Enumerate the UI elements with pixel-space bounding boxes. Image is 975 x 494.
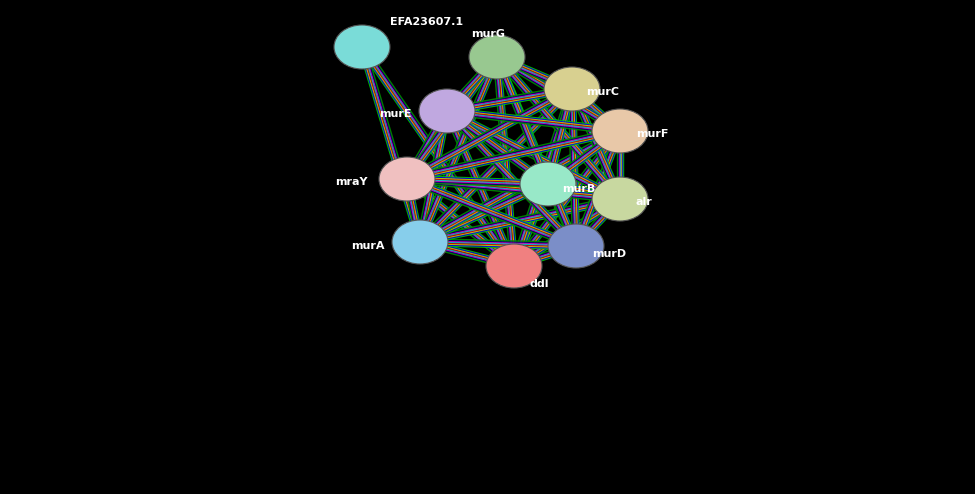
Ellipse shape: [548, 224, 604, 268]
Ellipse shape: [520, 162, 576, 206]
Ellipse shape: [486, 244, 542, 288]
Text: murC: murC: [586, 87, 619, 97]
Text: murE: murE: [379, 109, 412, 119]
Text: murF: murF: [636, 129, 669, 139]
Ellipse shape: [379, 157, 435, 201]
Text: EFA23607.1: EFA23607.1: [390, 17, 463, 27]
Text: ddl: ddl: [530, 279, 550, 289]
Text: alr: alr: [636, 197, 652, 207]
Ellipse shape: [469, 35, 525, 79]
Text: mraY: mraY: [335, 177, 368, 187]
Ellipse shape: [334, 25, 390, 69]
Ellipse shape: [592, 177, 648, 221]
Ellipse shape: [419, 89, 475, 133]
Text: murG: murG: [471, 29, 505, 39]
Ellipse shape: [592, 109, 648, 153]
Ellipse shape: [392, 220, 448, 264]
Ellipse shape: [544, 67, 600, 111]
Text: murA: murA: [352, 241, 385, 251]
Text: murD: murD: [592, 249, 626, 259]
Text: murB: murB: [562, 184, 596, 194]
